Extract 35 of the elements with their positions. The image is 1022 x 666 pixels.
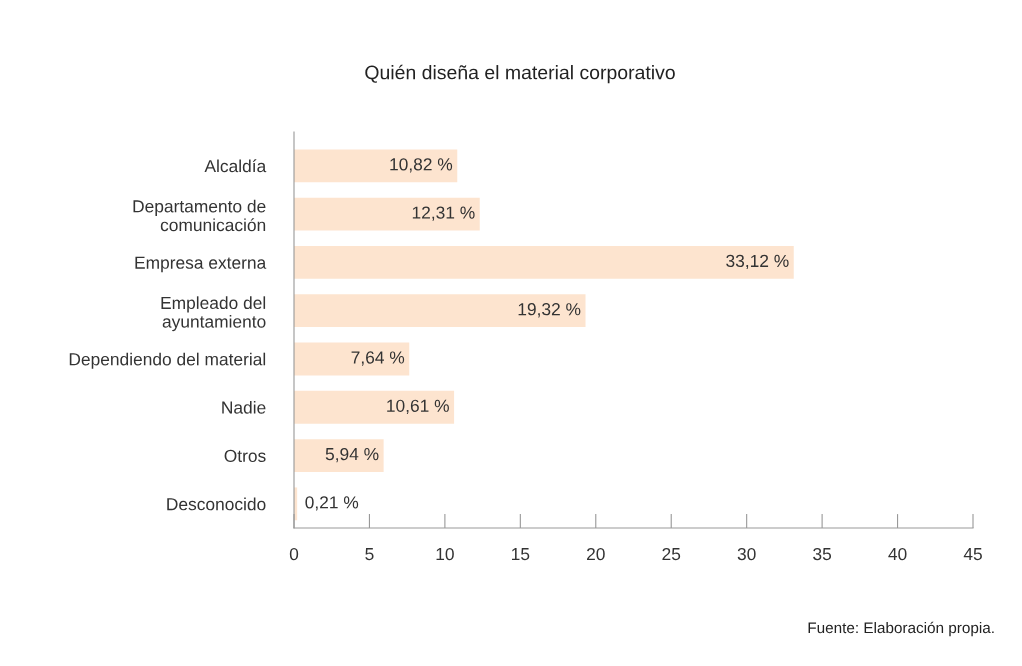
source-note: Fuente: Elaboración propia.	[808, 621, 994, 637]
x-tick-label: 25	[662, 547, 681, 561]
bar	[294, 149, 458, 183]
x-tick-label: 10	[436, 547, 454, 561]
y-tick-label: Empleado del ayuntamiento	[161, 296, 266, 332]
y-tick-label: Desconocido	[167, 497, 266, 511]
bar	[294, 342, 410, 376]
bar	[294, 245, 794, 279]
bar	[294, 294, 586, 328]
x-tick-label: 5	[365, 548, 374, 561]
data-label: 10,82 %	[390, 158, 453, 173]
y-tick-label: Alcaldía	[204, 159, 267, 173]
x-tick-label: 30	[737, 547, 756, 561]
data-label: 33,12 %	[726, 254, 789, 270]
data-label: 7,64 %	[351, 351, 405, 366]
data-label: 0,21 %	[305, 496, 359, 511]
y-tick-label: Otros	[224, 449, 266, 463]
x-tick-label: 40	[888, 547, 907, 561]
chart-title: Quién diseña el material corporativo	[365, 64, 675, 84]
x-tick-label: 15	[512, 548, 530, 561]
data-label: 19,32 %	[518, 303, 581, 318]
x-tick-label: 35	[813, 547, 832, 561]
y-tick-label: Dependiendo del material	[69, 352, 266, 369]
y-tick-label: Departamento de comunicación	[133, 199, 266, 232]
x-tick-label: 45	[963, 548, 982, 561]
data-label: 12,31 %	[412, 206, 475, 221]
x-tick-label: 20	[587, 547, 605, 561]
y-tick-label: Nadie	[222, 400, 266, 414]
data-label: 5,94 %	[325, 447, 379, 463]
bar	[294, 390, 455, 424]
bar	[294, 439, 384, 472]
x-tick-label: 0	[289, 547, 299, 561]
bar	[294, 197, 480, 231]
y-tick-label: Empresa externa	[135, 256, 267, 273]
data-label: 10,61 %	[387, 399, 449, 414]
